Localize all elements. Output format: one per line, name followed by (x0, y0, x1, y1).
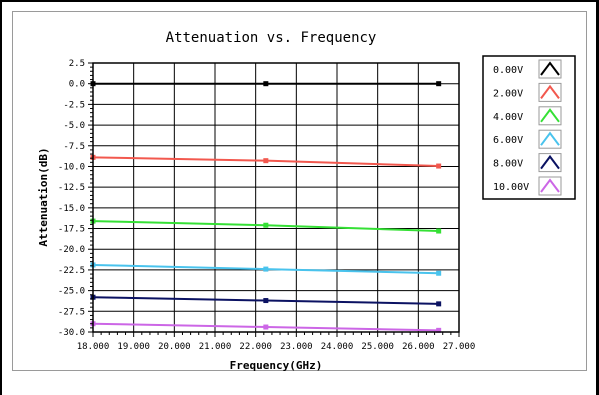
legend-swatch-icon (540, 84, 560, 100)
legend-label: 2.00V (493, 88, 523, 99)
y-tick-label: 2.5 (69, 59, 85, 69)
x-tick-label: 25.000 (361, 342, 394, 352)
y-tick-label: -12.5 (58, 183, 85, 193)
series-point (263, 266, 269, 272)
legend-swatch-box (538, 59, 562, 79)
series-point (263, 158, 269, 164)
legend-swatch-icon (540, 131, 560, 146)
y-axis-label: Attenuation(dB) (37, 147, 50, 246)
series-point (436, 163, 442, 169)
chart-title: Attenuation vs. Frequency (166, 30, 377, 46)
y-tick-label: -2.5 (63, 100, 85, 110)
x-tick-label: 19.000 (117, 342, 150, 352)
y-tick-label: -10.0 (58, 162, 85, 172)
y-tick-label: 0.0 (69, 80, 85, 90)
series-point (436, 228, 442, 234)
plot-border (92, 62, 460, 333)
x-tick-label: 27.000 (443, 342, 476, 352)
x-tick-label: 21.000 (199, 342, 232, 352)
series-point (436, 81, 442, 87)
y-tick-label: -15.0 (58, 204, 85, 214)
series-point (263, 298, 269, 304)
x-tick-label: 20.000 (158, 342, 191, 352)
y-tick-label: -7.5 (63, 142, 85, 152)
legend-label: 4.00V (493, 112, 523, 123)
attenuation-chart: 18.000 19.000 20.000 21.000 22.000 23.000 24.0… (37, 30, 576, 372)
legend-label: 0.00V (493, 65, 523, 76)
plot-area (93, 63, 459, 332)
series-point (436, 301, 442, 307)
legend-swatch-icon (540, 154, 560, 170)
legend-label: 6.00V (493, 135, 523, 146)
x-tick-label: 22.000 (239, 342, 272, 352)
series-point (263, 222, 269, 228)
legend-label: 10.00V (493, 182, 529, 193)
axis-ticks: 18.000 19.000 20.000 21.000 22.000 23.000 24.0… (58, 59, 475, 352)
legend: 0.00V 2.00V 4.00V 6.00V 8.00V 10.00V (482, 55, 576, 200)
x-tick-label: 23.000 (280, 342, 313, 352)
legend-swatch-box (538, 82, 562, 102)
legend-swatch-box (538, 129, 562, 149)
y-tick-label: -22.5 (58, 266, 85, 276)
x-tick-label: 26.000 (402, 342, 435, 352)
series-point (436, 327, 442, 333)
legend-swatch-icon (540, 178, 560, 193)
legend-swatch-box (538, 176, 562, 196)
x-axis-label: Frequency(GHz) (230, 359, 323, 372)
y-tick-label: -5.0 (63, 121, 85, 131)
legend-swatch-box (538, 153, 562, 173)
y-tick-label: -25.0 (58, 287, 85, 297)
series-point (263, 81, 269, 87)
x-tick-label: 24.000 (321, 342, 354, 352)
series-point (436, 270, 442, 276)
legend-label: 8.00V (493, 159, 523, 170)
plot-frame (92, 62, 460, 333)
chart-panel: 18.000 19.000 20.000 21.000 22.000 23.000 24.0… (12, 11, 587, 372)
legend-box (482, 55, 576, 200)
series-point (263, 324, 269, 330)
legend-swatch-box (538, 106, 562, 126)
y-tick-label: -20.0 (58, 245, 85, 255)
legend-swatch-icon (540, 61, 560, 76)
y-tick-label: -17.5 (58, 225, 85, 235)
y-tick-label: -30.0 (58, 328, 85, 338)
legend-swatch-icon (540, 108, 560, 123)
x-tick-label: 18.000 (77, 342, 110, 352)
series-layer (90, 81, 442, 333)
y-tick-label: -27.5 (58, 307, 85, 317)
